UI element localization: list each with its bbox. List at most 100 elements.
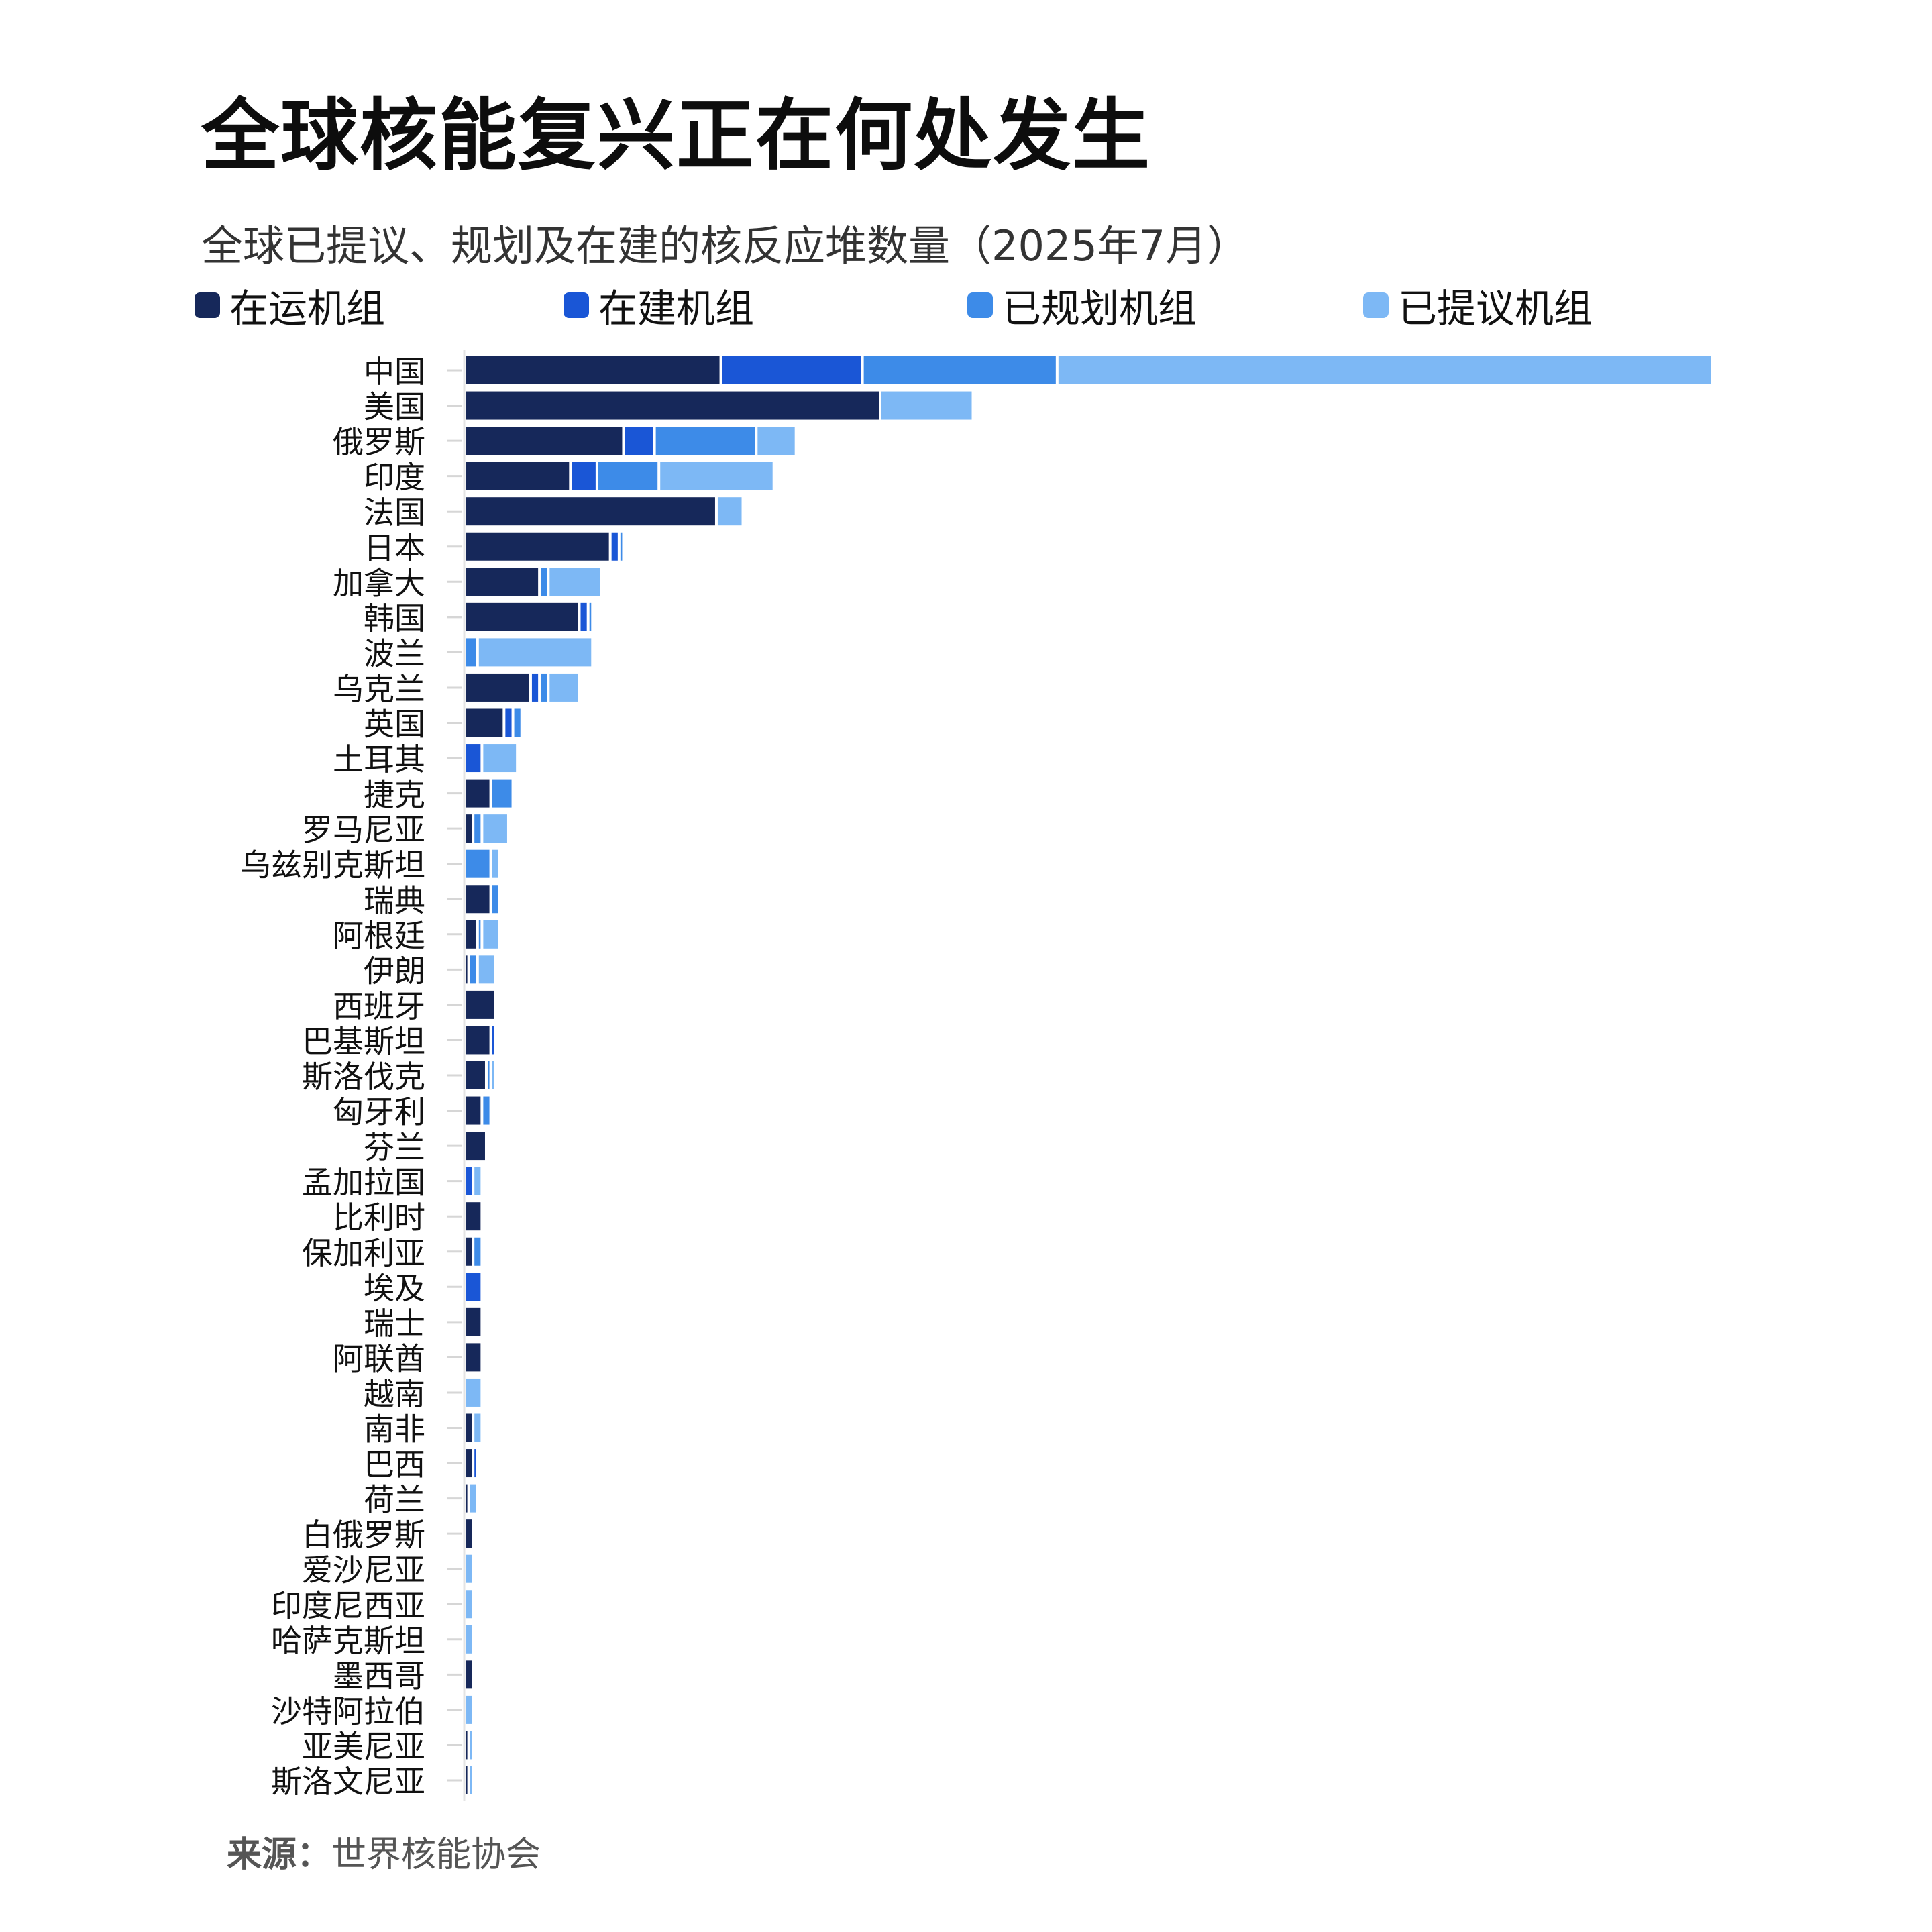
bar-segment-planned [492, 779, 512, 808]
bar-segment-planned [620, 532, 623, 561]
source-label: 来源： [227, 1835, 332, 1875]
legend-label-construction: 在建机组 [598, 286, 755, 331]
bar-segment-planned [474, 814, 481, 843]
legend-swatch-operating [195, 292, 220, 318]
y-tick-label: 墨西哥 [333, 1658, 425, 1694]
bar-segment-proposed [483, 814, 507, 843]
bar-segment-planned [466, 849, 490, 878]
bar-segment-operating [466, 1413, 472, 1442]
bar-segment-construction [572, 462, 596, 490]
bar-segment-proposed [757, 427, 795, 455]
bar-segment-operating [466, 427, 623, 455]
bar-segment-operating [466, 1731, 468, 1760]
legend-item-operating: 在运机组 [195, 282, 385, 331]
bar-segment-proposed [492, 1061, 494, 1089]
bar-segment-operating [466, 885, 490, 914]
y-tick-label: 匈牙利 [333, 1094, 425, 1130]
chart-subtitle: 全球已提议、规划及在建的核反应堆数量（2025年7月） [201, 221, 1249, 270]
bar-segment-operating [466, 1519, 472, 1548]
bar-segment-planned [863, 356, 1056, 384]
legend-item-planned: 已规划机组 [967, 282, 1197, 331]
y-tick-label: 罗马尼亚 [302, 812, 425, 848]
bar-segment-proposed [717, 497, 742, 526]
y-tick-label: 保加利亚 [302, 1235, 425, 1271]
bar-segment-operating [466, 532, 609, 561]
bar-segment-construction [722, 356, 861, 384]
bar-segment-planned [483, 1096, 490, 1125]
y-tick-label: 斯洛文尼亚 [271, 1764, 425, 1800]
bar-segment-planned [478, 920, 481, 949]
bar-segment-proposed [549, 568, 600, 596]
legend-swatch-planned [967, 292, 993, 318]
bar-segment-planned [466, 638, 476, 667]
bar-segment-planned [470, 955, 476, 984]
bar-segment-operating [466, 1660, 472, 1689]
y-tick-label: 英国 [364, 706, 425, 743]
bar-segment-construction [611, 532, 618, 561]
bar-segment-operating [466, 462, 570, 490]
bar-segment-planned [598, 462, 658, 490]
bar-segment-operating [466, 1307, 481, 1336]
y-tick-label: 荷兰 [364, 1482, 425, 1518]
bar-segment-operating [466, 1096, 481, 1125]
bar-segment-construction [466, 744, 481, 773]
bar-segment-operating [466, 1237, 472, 1266]
legend-item-construction: 在建机组 [564, 282, 754, 331]
bar-segment-planned [492, 885, 498, 914]
bar-segment-construction [531, 673, 539, 702]
y-tick-label: 爱沙尼亚 [302, 1552, 425, 1589]
bar-segment-construction [625, 427, 653, 455]
bar-segment-operating [466, 779, 490, 808]
bar-segment-operating [466, 990, 494, 1019]
y-tick-label: 比利时 [333, 1199, 425, 1236]
bar-segment-planned [487, 1061, 490, 1089]
y-tick-label: 伊朗 [364, 953, 425, 989]
bar-segment-proposed [483, 920, 498, 949]
y-tick-label: 西班牙 [333, 988, 425, 1024]
y-tick-label: 印度尼西亚 [271, 1587, 425, 1623]
bar-segment-operating [466, 1061, 485, 1089]
bar-segment-proposed [881, 391, 972, 420]
y-tick-label: 捷克 [364, 777, 425, 813]
bar-segment-proposed [466, 1695, 472, 1724]
y-tick-label: 哈萨克斯坦 [271, 1623, 425, 1659]
bar-segment-operating [466, 1343, 481, 1372]
bar-segment-proposed [466, 1554, 472, 1583]
y-tick-label: 埃及 [364, 1270, 425, 1306]
bar-segment-operating [466, 814, 472, 843]
legend-swatch-construction [564, 292, 589, 318]
bar-segment-planned [474, 1237, 481, 1266]
bar-segment-planned [589, 602, 592, 631]
y-tick-label: 瑞士 [364, 1305, 425, 1342]
bar-segment-planned [655, 427, 755, 455]
bar-segment-proposed [474, 1413, 481, 1442]
y-tick-label: 加拿大 [333, 565, 425, 601]
bar-segment-operating [466, 356, 720, 384]
bar-segment-construction [466, 1167, 472, 1195]
bar-segment-operating [466, 708, 503, 737]
bar-segment-proposed [1058, 356, 1711, 384]
bar-segment-construction [492, 1026, 494, 1055]
legend-label-operating: 在运机组 [229, 286, 386, 331]
bar-segment-operating [466, 1202, 481, 1231]
bar-segment-operating [466, 673, 529, 702]
bar-segment-operating [466, 602, 578, 631]
bar-segment-construction [505, 708, 512, 737]
bar-segment-operating [466, 920, 476, 949]
source-note: 来源：世界核能协会 [227, 1826, 541, 1876]
y-tick-label: 南非 [364, 1411, 425, 1448]
y-tick-label: 阿联酋 [333, 1340, 425, 1377]
bar-segment-construction [580, 602, 587, 631]
bar-segment-proposed [483, 744, 517, 773]
chart-title: 全球核能复兴正在何处发生 [201, 91, 1151, 181]
y-tick-label: 阿根廷 [333, 918, 425, 954]
bar-segment-proposed [470, 1484, 476, 1513]
y-tick-label: 沙特阿拉伯 [271, 1693, 425, 1729]
bar-segment-operating [466, 1766, 468, 1794]
bar-segment-proposed [478, 638, 592, 667]
y-tick-label: 中国 [364, 354, 425, 390]
bar-segment-planned [541, 673, 547, 702]
y-tick-label: 韩国 [364, 600, 425, 637]
bar-segment-proposed [478, 955, 494, 984]
